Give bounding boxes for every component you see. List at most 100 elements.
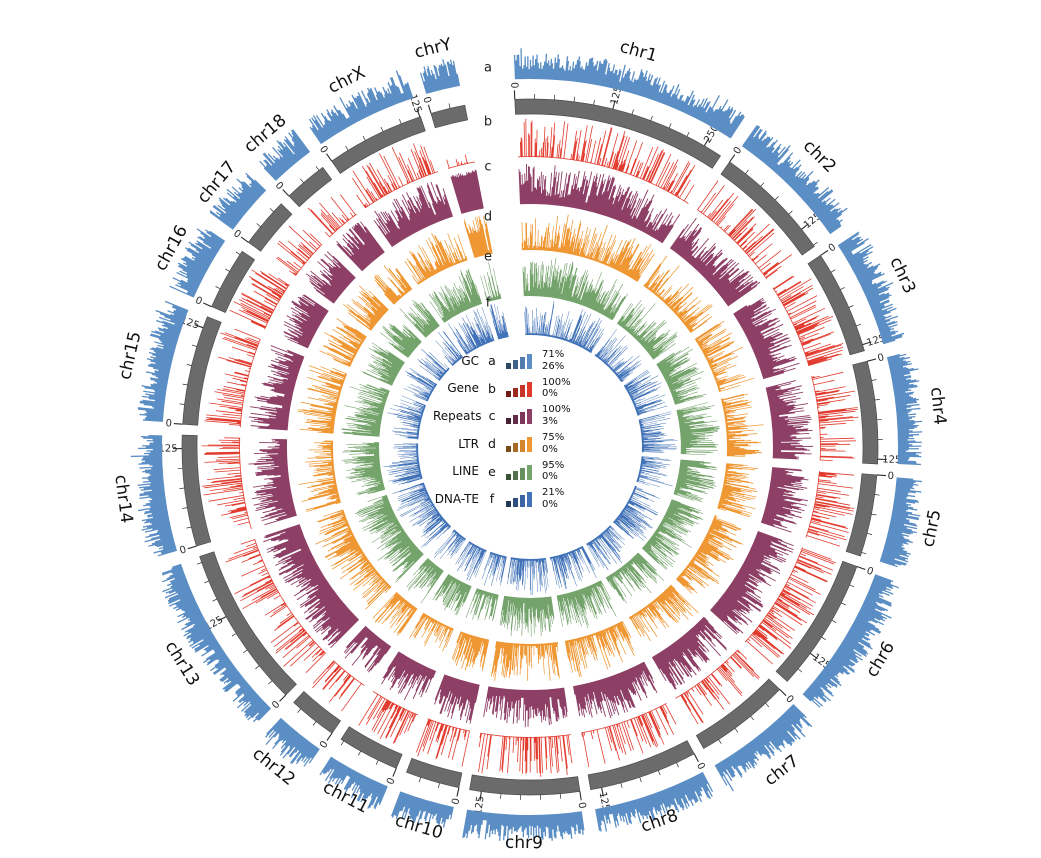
major-tick <box>194 324 204 329</box>
legend-max-value: 95% <box>542 459 565 471</box>
ideogram-ring: 0 125250012501250125001250012501250000125… <box>158 82 901 816</box>
histogram-chr13 <box>161 563 272 723</box>
legend-track-letter: a <box>488 353 496 369</box>
major-tick <box>729 154 736 163</box>
minor-tick <box>650 115 653 121</box>
chromosome-ideogram-chr2 <box>720 161 815 256</box>
histogram-chr9 <box>491 641 560 681</box>
chromosome-ideogram-chr16 <box>211 250 256 314</box>
legend-track-name: Repeats <box>433 408 482 423</box>
legend-track-letter: e <box>488 463 496 479</box>
histogram-chr16 <box>169 228 226 298</box>
major-tick <box>703 137 710 147</box>
histogram-chr9 <box>499 595 555 637</box>
major-tick <box>326 732 333 741</box>
chromosome-ideogram-chr1 <box>514 98 721 169</box>
minor-tick <box>312 721 317 726</box>
histogram-chr10 <box>481 551 507 586</box>
histogram-chr8 <box>581 703 677 768</box>
histogram-chr1 <box>521 214 655 282</box>
legend-max-value: 71% <box>542 349 565 361</box>
chromosome-ideogram-chr18 <box>288 166 333 208</box>
histogram-chr4 <box>765 380 813 460</box>
histogram-chr7 <box>605 552 665 604</box>
minor-tick <box>437 783 440 788</box>
scale-tick-label: 0 <box>317 144 330 156</box>
legend-row-repeats: Repeats c 100% 3% <box>433 402 583 430</box>
legend-track-name: GC <box>461 353 479 368</box>
minor-tick <box>179 487 185 489</box>
major-tick <box>416 108 421 118</box>
minor-tick <box>861 552 867 555</box>
chromosome-ideogram-chr10 <box>406 757 463 789</box>
histogram-chr3 <box>623 369 668 416</box>
histogram-chr10 <box>465 588 499 621</box>
chromosome-label-chr14: chr14 <box>110 474 136 525</box>
minor-tick <box>399 118 402 124</box>
scale-tick-label: 0 <box>179 544 188 556</box>
histogram-chr5 <box>636 456 673 487</box>
track-a-gc: a <box>130 48 923 846</box>
histogram-chr8 <box>549 545 597 590</box>
histogram-chr13 <box>354 494 424 583</box>
histogram-chr4 <box>886 353 923 466</box>
histogram-chr17 <box>343 285 389 331</box>
scale-tick-label: 0 <box>827 242 838 255</box>
legend-max-value: 100% <box>542 376 571 388</box>
major-tick <box>240 236 249 243</box>
legend-row-dna-te: DNA-TE f 21% 0% <box>433 485 583 513</box>
legend-min-value: 0% <box>542 388 558 400</box>
minor-tick <box>867 532 873 535</box>
histogram-chr14 <box>298 440 341 512</box>
minor-tick <box>186 526 192 529</box>
minor-tick <box>871 513 877 516</box>
histogram-chr17 <box>209 172 267 230</box>
histogram-chrY <box>450 169 484 214</box>
histogram-chr5 <box>673 459 718 502</box>
histogram-chr12 <box>372 592 418 636</box>
legend-track-letter: f <box>489 491 495 507</box>
chromosome-labels: chr1chr2chr3chr4chr5chr6chr7chr8chr9chr1… <box>110 34 949 853</box>
minor-tick <box>297 708 302 713</box>
histogram-chr10 <box>391 791 454 828</box>
scale-tick-label: 0 <box>876 352 885 364</box>
minor-tick <box>874 399 880 401</box>
scale-tick-label: 0 <box>420 96 432 105</box>
histogram-chr16 <box>362 342 405 386</box>
scale-tick-label: 0 <box>165 418 172 429</box>
minor-tick <box>269 208 274 213</box>
minor-tick <box>231 633 237 637</box>
histogram-icon <box>506 381 532 397</box>
histogram-chr14 <box>130 435 177 557</box>
histogram-chrX <box>308 70 414 145</box>
legend-row-gene: Gene b 100% 0% <box>433 375 583 403</box>
chromosome-ideogram-chr12 <box>293 691 341 734</box>
legend-track-name: Gene <box>447 381 479 396</box>
track-d-ltr: d <box>297 210 764 681</box>
histogram-chr9 <box>478 732 573 777</box>
histogram-chr3 <box>694 320 755 392</box>
chromosome-ideogram-chr7 <box>695 678 781 749</box>
chromosome-ideogram-chr5 <box>845 473 878 557</box>
chromosome-label-chr1: chr1 <box>618 37 660 66</box>
histogram-chr1 <box>518 118 696 204</box>
track-letter-e: e <box>484 250 492 265</box>
legend-track-letter: c <box>488 408 496 424</box>
legend-track-name: LINE <box>452 464 479 479</box>
minor-tick <box>559 793 562 799</box>
legend-track-name: DNA-TE <box>434 491 479 506</box>
legend-min-value: 3% <box>542 415 558 427</box>
minor-tick <box>380 126 384 132</box>
chromosome-ideogram-chr13 <box>199 551 297 696</box>
histogram-chr17 <box>380 323 422 358</box>
major-tick <box>203 302 212 308</box>
track-letter-f: f <box>486 296 491 311</box>
histogram-chrY <box>463 215 493 258</box>
chromosome-label-chr2: chr2 <box>799 136 840 177</box>
histogram-chrX <box>373 181 453 247</box>
histogram-chrY <box>480 262 502 303</box>
histogram-chr9 <box>483 686 568 728</box>
minor-tick <box>215 286 221 290</box>
minor-tick <box>718 739 722 744</box>
